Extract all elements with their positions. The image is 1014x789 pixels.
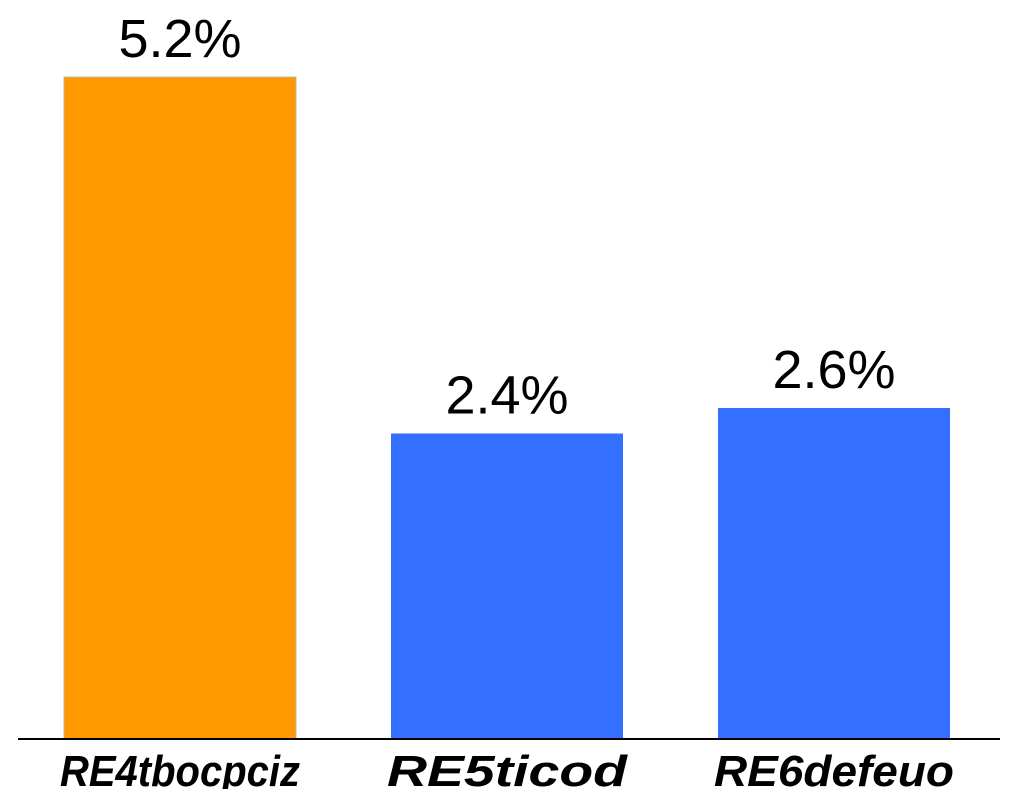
bar-2 bbox=[391, 433, 623, 739]
value-label-2: 2.4% bbox=[445, 366, 568, 426]
value-label-1: 5.2% bbox=[118, 9, 241, 69]
x-tick-labels-group: RE4tbocpciz RE5ticod RE6defeuo bbox=[60, 747, 954, 789]
bar-3 bbox=[718, 408, 950, 739]
x-tick-label-2: RE5ticod bbox=[387, 747, 628, 789]
x-tick-label-1: RE4tbocpciz bbox=[60, 747, 300, 789]
bars-group bbox=[63, 76, 950, 740]
value-labels-group: 5.2% 2.4% 2.6% bbox=[118, 9, 895, 426]
x-tick-label-3: RE6defeuo bbox=[714, 747, 954, 789]
value-label-3: 2.6% bbox=[772, 340, 895, 400]
bar-1 bbox=[63, 76, 297, 740]
